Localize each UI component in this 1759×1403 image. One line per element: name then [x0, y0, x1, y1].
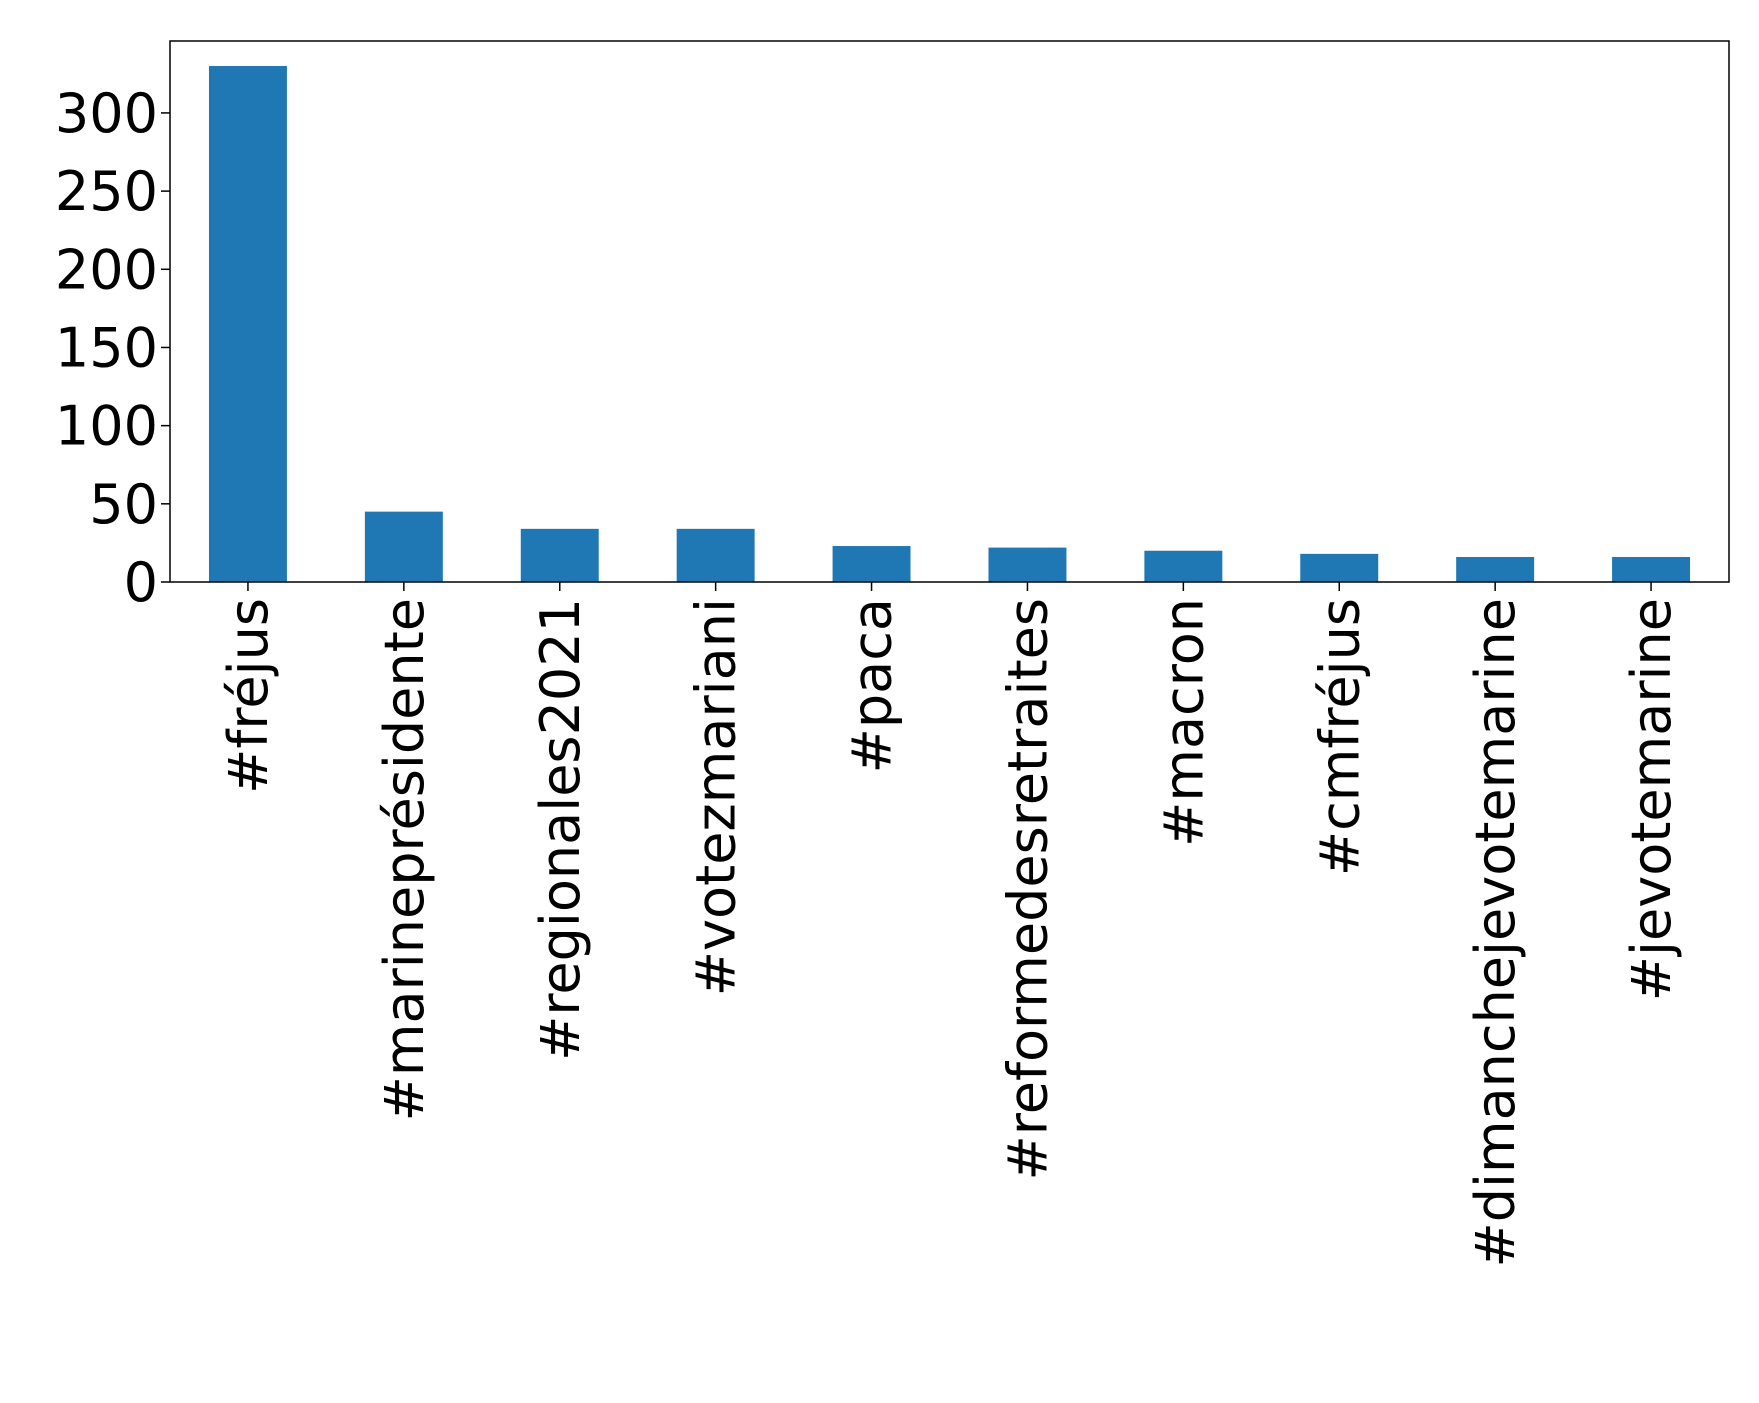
- bar-9: [1612, 556, 1691, 582]
- x-tick-label-4: #paca: [841, 598, 904, 773]
- x-tick-label-1: #marineprésidente: [373, 598, 436, 1121]
- x-tick-label-9: #jevotemarine: [1620, 598, 1683, 1001]
- x-tick-label-7: #cmfréjus: [1308, 598, 1371, 876]
- plot-frame: [169, 40, 1730, 583]
- x-tick-label-6: #macron: [1152, 598, 1215, 847]
- y-tick-label-0: 0: [124, 551, 158, 614]
- bar-8: [1456, 556, 1535, 582]
- y-tick-label-3: 150: [55, 316, 158, 379]
- bars-group: [208, 66, 1691, 583]
- x-tick-label-3: #votezmariani: [685, 598, 748, 996]
- x-tick-label-8: #dimanchejevotemarine: [1464, 598, 1527, 1268]
- y-tick-label-4: 200: [55, 238, 158, 301]
- x-tick-label-0: #fréjus: [217, 598, 280, 794]
- bar-3: [676, 528, 755, 582]
- y-tick-label-1: 50: [89, 473, 158, 536]
- bar-7: [1300, 553, 1379, 582]
- x-tick-label-2: #regionales2021: [529, 598, 592, 1061]
- y-tick-label-5: 250: [55, 160, 158, 223]
- bar-2: [520, 528, 599, 582]
- x-tick-label-5: #reformedesretraites: [996, 598, 1059, 1180]
- y-axis: 0 50 100 150 200 250 300: [55, 82, 170, 614]
- bar-1: [364, 511, 443, 582]
- x-axis: #fréjus #marineprésidente #regionales2021 #…: [217, 582, 1683, 1268]
- bar-0: [208, 66, 287, 583]
- bar-5: [988, 547, 1067, 582]
- bar-6: [1144, 550, 1223, 582]
- y-tick-label-6: 300: [55, 82, 158, 145]
- y-tick-label-2: 100: [55, 395, 158, 458]
- bar-4: [832, 546, 911, 582]
